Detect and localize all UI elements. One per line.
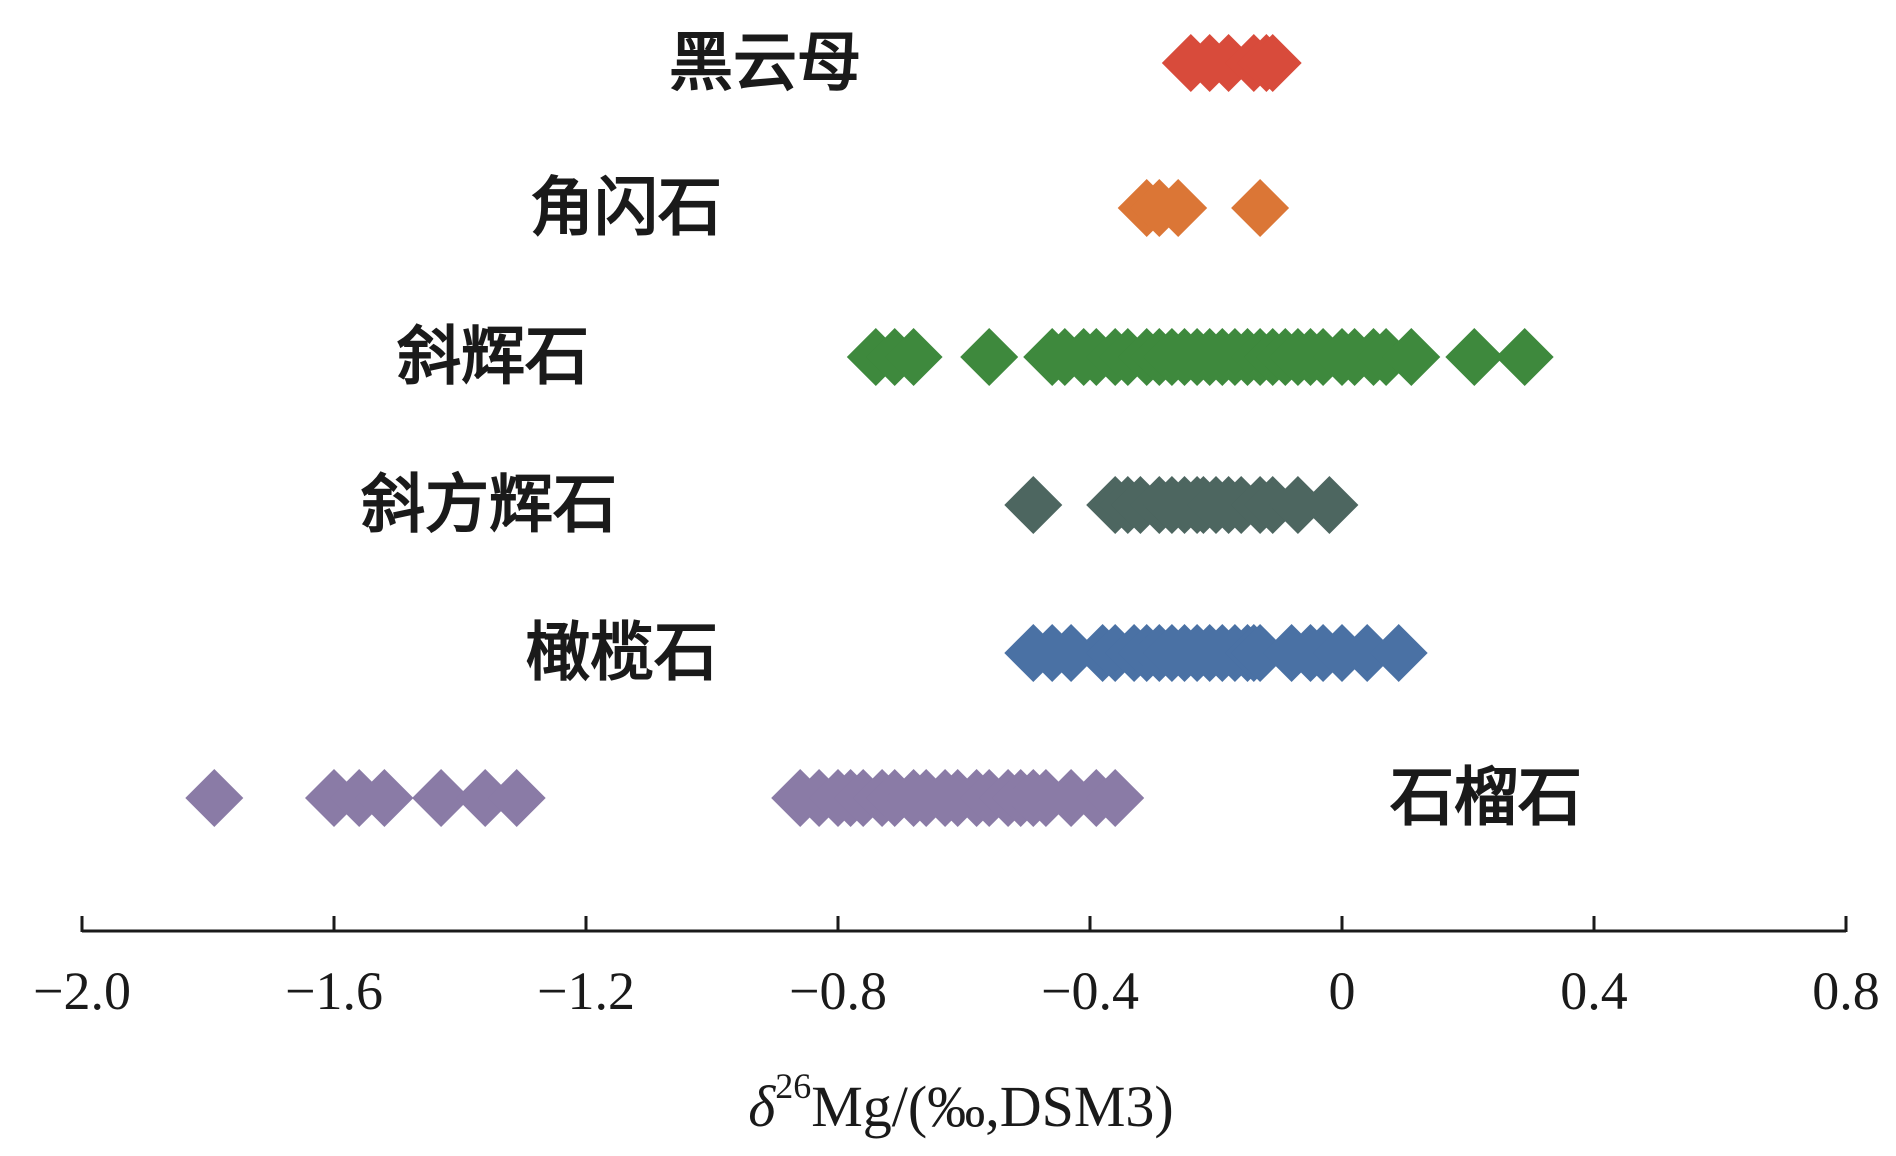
data-point xyxy=(1338,624,1397,682)
data-point xyxy=(1300,476,1359,534)
series-label: 斜辉石 xyxy=(397,320,589,395)
data-point xyxy=(1004,476,1063,534)
x-axis-label-superscript: 26 xyxy=(775,1066,811,1106)
data-point xyxy=(1042,624,1101,682)
x-tick-label: −1.6 xyxy=(285,961,383,1021)
data-point xyxy=(1495,328,1554,386)
x-tick-label: 0.8 xyxy=(1812,961,1880,1021)
data-point xyxy=(960,328,1019,386)
series-label: 角闪石 xyxy=(530,171,722,246)
data-point xyxy=(456,769,515,827)
data-point xyxy=(412,769,471,827)
data-point xyxy=(1086,769,1145,827)
series-label: 石榴石 xyxy=(1390,761,1582,836)
data-point xyxy=(1382,328,1441,386)
data-point xyxy=(1231,179,1290,237)
data-point xyxy=(1445,328,1504,386)
series-group: 斜辉石 xyxy=(397,320,1554,395)
series-label: 橄榄石 xyxy=(526,616,718,691)
x-tick-label: 0.4 xyxy=(1560,961,1628,1021)
x-tick-label: −0.4 xyxy=(1041,961,1139,1021)
x-axis-label: δ26Mg/(‰,DSM3) xyxy=(748,1066,1174,1139)
series-group: 黑云母 xyxy=(669,26,1302,101)
series-group: 角闪石 xyxy=(530,171,1290,246)
x-tick-label: −2.0 xyxy=(33,961,131,1021)
data-point xyxy=(884,328,943,386)
x-tick-label: −0.8 xyxy=(789,961,887,1021)
data-point xyxy=(355,769,414,827)
data-point xyxy=(1149,179,1208,237)
x-tick-label: −1.2 xyxy=(537,961,635,1021)
x-axis-label-symbol: δ xyxy=(748,1074,776,1139)
data-point xyxy=(1243,34,1302,92)
x-axis-label-text: Mg/(‰,DSM3) xyxy=(811,1074,1174,1139)
series-group: 石榴石 xyxy=(185,761,1582,836)
series-group: 橄榄石 xyxy=(526,616,1428,691)
x-tick-label: 0 xyxy=(1329,961,1356,1021)
data-point xyxy=(185,769,244,827)
data-point xyxy=(1268,476,1327,534)
series-group: 斜方辉石 xyxy=(361,468,1359,543)
data-point xyxy=(1369,624,1428,682)
data-point xyxy=(1231,624,1290,682)
series-label: 黑云母 xyxy=(669,26,861,101)
series-label: 斜方辉石 xyxy=(361,468,617,543)
x-axis: −2.0 −1.6 −1.2 −0.8 −0.4 0 0.4 0.8 xyxy=(33,916,1880,1021)
data-point xyxy=(487,769,546,827)
